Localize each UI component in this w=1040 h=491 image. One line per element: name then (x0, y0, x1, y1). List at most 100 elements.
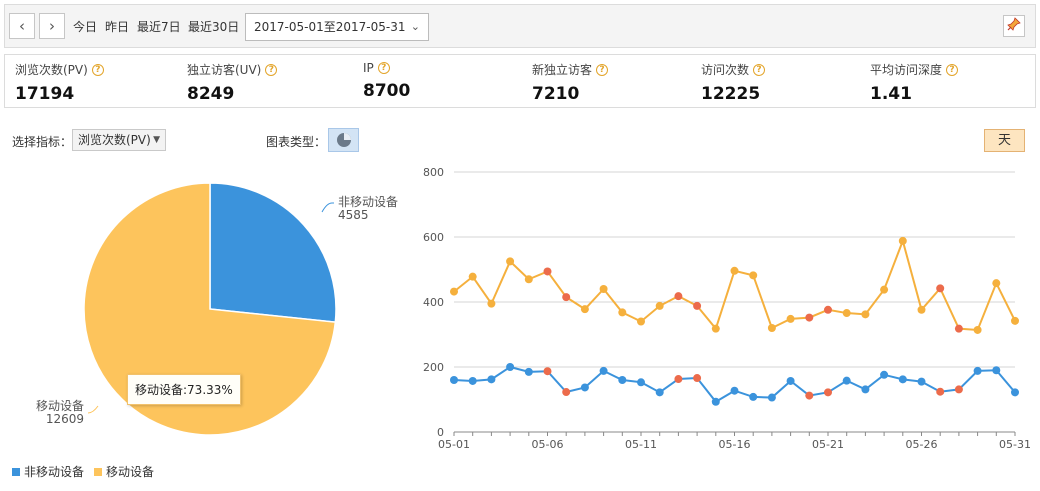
data-point[interactable] (711, 397, 720, 406)
data-point[interactable] (618, 376, 627, 384)
data-point[interactable] (693, 374, 702, 383)
data-point[interactable] (861, 385, 870, 394)
data-point[interactable] (618, 308, 627, 317)
data-point[interactable] (543, 367, 552, 376)
legend-item-mobile[interactable]: 移动设备 (94, 463, 154, 480)
data-point[interactable] (655, 388, 664, 397)
data-point[interactable] (580, 305, 589, 314)
data-point[interactable] (562, 293, 571, 302)
data-point[interactable] (487, 375, 496, 384)
data-point[interactable] (599, 366, 608, 375)
data-point[interactable] (992, 279, 1001, 288)
data-point[interactable] (580, 383, 589, 392)
data-point[interactable] (805, 313, 814, 322)
granularity-day-button[interactable]: 天 (984, 129, 1025, 152)
data-point[interactable] (786, 376, 795, 385)
pin-button[interactable] (1003, 15, 1025, 37)
chart-type-button[interactable] (328, 128, 359, 152)
legend-label: 移动设备 (106, 465, 155, 479)
metric-select-value: 浏览次数(PV) (78, 133, 151, 147)
data-point[interactable] (674, 292, 683, 301)
data-point[interactable] (917, 377, 926, 386)
help-icon[interactable]: ? (265, 63, 278, 76)
y-tick-label: 200 (423, 361, 444, 374)
x-tick-label: 05-26 (906, 438, 938, 451)
data-point[interactable] (637, 378, 645, 387)
data-point[interactable] (805, 391, 814, 400)
metric-value: 12225 (701, 84, 761, 104)
metric-select[interactable]: 浏览次数(PV) ▼ (72, 129, 166, 151)
data-point[interactable] (487, 299, 496, 308)
data-point[interactable] (1011, 388, 1019, 397)
data-point[interactable] (898, 375, 907, 384)
data-point[interactable] (468, 272, 477, 281)
metrics-panel: 浏览次数(PV)? 17194 独立访客(UV)? 8249 IP? 8700 … (4, 54, 1036, 108)
quick-range-7days[interactable]: 最近7日 (137, 20, 181, 34)
date-range-select[interactable]: 2017-05-01至2017-05-31 ⌄ (245, 13, 429, 41)
data-point[interactable] (730, 386, 739, 395)
data-point[interactable] (524, 275, 533, 284)
help-icon[interactable]: ? (91, 63, 104, 76)
pie-leader-line (321, 202, 334, 213)
data-point[interactable] (450, 287, 458, 296)
pie-leader-line (87, 405, 99, 414)
data-point[interactable] (749, 392, 758, 401)
data-point[interactable] (917, 305, 926, 314)
pie-label-name: 移动设备 (36, 399, 84, 413)
pie-slice[interactable] (209, 182, 337, 323)
data-point[interactable] (861, 310, 870, 319)
data-point[interactable] (973, 325, 982, 334)
data-point[interactable] (543, 267, 552, 276)
data-point[interactable] (767, 324, 776, 332)
y-tick-label: 800 (423, 166, 444, 179)
legend-item-non-mobile[interactable]: 非移动设备 (12, 463, 84, 480)
quick-range-yesterday[interactable]: 昨日 (105, 20, 130, 34)
data-point[interactable] (468, 376, 477, 385)
data-point[interactable] (842, 309, 851, 318)
data-point[interactable] (674, 375, 683, 384)
data-point[interactable] (711, 324, 720, 333)
help-icon[interactable]: ? (753, 63, 766, 76)
data-point[interactable] (1011, 316, 1019, 325)
data-point[interactable] (562, 388, 571, 397)
data-point[interactable] (824, 388, 832, 397)
data-point[interactable] (954, 385, 963, 394)
quick-range-today[interactable]: 今日 (73, 20, 98, 34)
metric-value: 1.41 (870, 84, 912, 104)
data-point[interactable] (655, 301, 664, 310)
data-point[interactable] (842, 376, 851, 385)
data-point[interactable] (973, 366, 982, 375)
data-point[interactable] (506, 257, 515, 266)
pie-label-name: 非移动设备 (338, 195, 398, 209)
data-point[interactable] (506, 363, 515, 371)
data-point[interactable] (898, 236, 907, 245)
data-point[interactable] (599, 285, 608, 293)
help-icon[interactable]: ? (596, 63, 609, 76)
data-point[interactable] (936, 284, 945, 293)
data-point[interactable] (767, 393, 776, 402)
pie-slice[interactable] (83, 182, 337, 436)
data-point[interactable] (880, 285, 889, 294)
data-point[interactable] (880, 370, 889, 379)
data-point[interactable] (637, 317, 645, 326)
help-icon[interactable]: ? (946, 63, 959, 76)
help-icon[interactable]: ? (377, 62, 390, 74)
quick-range-30days[interactable]: 最近30日 (188, 20, 240, 34)
metric-label: 访问次数 (701, 63, 750, 77)
data-point[interactable] (749, 271, 758, 280)
next-period-button[interactable]: › (39, 13, 65, 39)
data-point[interactable] (992, 366, 1001, 375)
prev-period-button[interactable]: ‹ (9, 13, 35, 39)
data-point[interactable] (730, 266, 739, 275)
data-point[interactable] (824, 305, 832, 314)
data-point[interactable] (524, 367, 533, 376)
data-point[interactable] (954, 324, 963, 333)
metric-label: IP (363, 61, 374, 75)
data-point[interactable] (786, 314, 795, 323)
x-tick-label: 05-31 (999, 438, 1031, 451)
data-point[interactable] (693, 301, 702, 310)
data-point[interactable] (936, 387, 945, 396)
data-point[interactable] (450, 376, 458, 384)
chevron-left-icon: ‹ (19, 17, 25, 35)
line-chart: 0 200 400 600 800 05-01 05-06 05-11 05-16 05-21 05… (423, 166, 1031, 451)
